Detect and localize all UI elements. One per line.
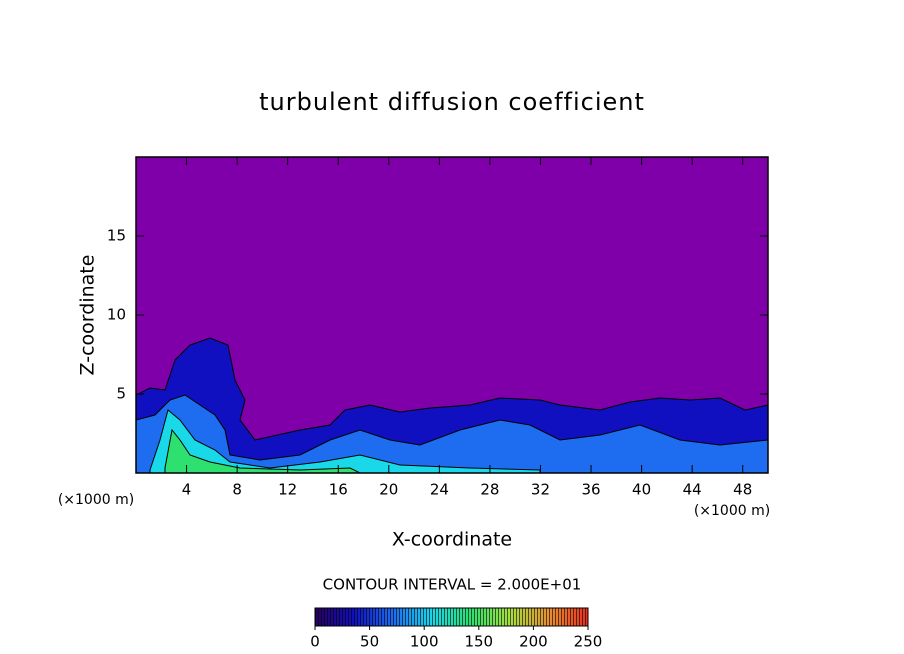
x-axis-label: X-coordinate <box>392 529 512 551</box>
colorbar-tick-label: 250 <box>574 633 603 651</box>
colorbar-tick-label: 100 <box>410 633 439 651</box>
colorbar-frame <box>314 607 589 627</box>
x-tick-label: 16 <box>329 481 348 499</box>
x-tick-label: 24 <box>430 481 449 499</box>
y-axis-unit: (×1000 m) <box>58 492 134 508</box>
x-tick-label: 44 <box>683 481 702 499</box>
x-tick-label: 4 <box>182 481 192 499</box>
contour-region <box>164 428 361 473</box>
chart-title: turbulent diffusion coefficient <box>259 88 645 116</box>
y-tick-label: 5 <box>116 385 126 403</box>
colorbar-tick-label: 50 <box>360 633 379 651</box>
y-tick-label: 15 <box>107 227 126 245</box>
x-tick-label: 40 <box>632 481 651 499</box>
x-tick-label: 12 <box>278 481 297 499</box>
contour-interval: CONTOUR INTERVAL = 2.000E+01 <box>323 576 582 594</box>
colorbar-tick-label: 0 <box>310 633 320 651</box>
y-axis-label: Z-coordinate <box>77 255 99 376</box>
contour-region <box>136 394 768 473</box>
y-tick-label: 10 <box>107 306 126 324</box>
colorbar-tick-label: 200 <box>519 633 548 651</box>
x-tick-label: 36 <box>581 481 600 499</box>
x-axis-unit: (×1000 m) <box>694 503 770 519</box>
x-tick-label: 48 <box>733 481 752 499</box>
x-tick-label: 20 <box>379 481 398 499</box>
x-tick-label: 8 <box>232 481 242 499</box>
x-tick-label: 32 <box>531 481 550 499</box>
colorbar-tick-label: 150 <box>464 633 493 651</box>
x-tick-label: 28 <box>480 481 499 499</box>
contour-field <box>136 337 768 473</box>
